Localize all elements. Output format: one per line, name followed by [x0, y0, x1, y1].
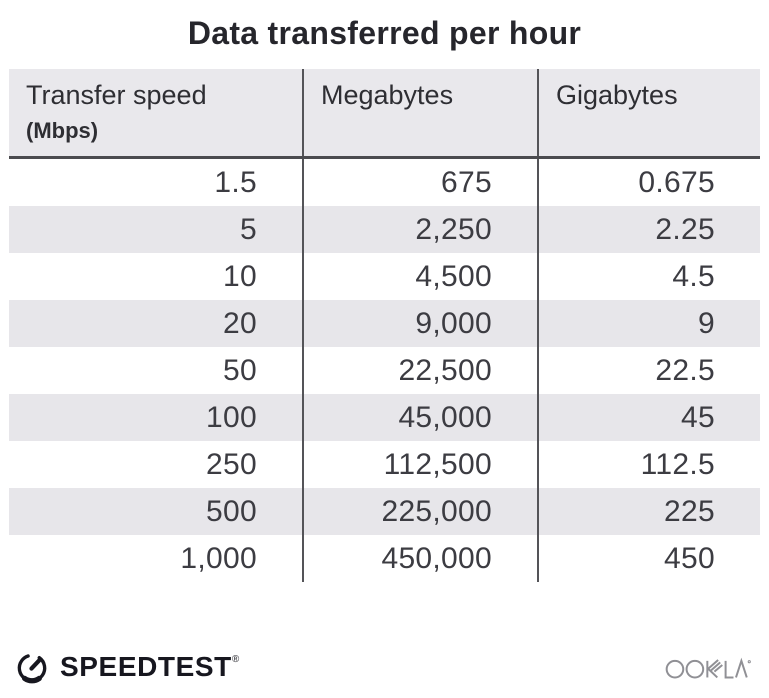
column-header-label: Transfer speed — [26, 80, 207, 110]
ookla-letter-o2 — [685, 659, 705, 678]
cell-gigabytes: 45 — [537, 394, 760, 441]
cell-gigabytes: 2.25 — [537, 206, 760, 253]
speedtest-logo: SPEEDTEST® — [13, 648, 240, 686]
cell-gigabytes: 112.5 — [537, 441, 760, 488]
cell-gigabytes: 225 — [537, 488, 760, 535]
data-table: Transfer speed (Mbps) Megabytes Gigabyte… — [9, 69, 760, 582]
cell-gigabytes: 9 — [537, 300, 760, 347]
column-header-megabytes: Megabytes — [302, 69, 537, 156]
cell-gigabytes: 450 — [537, 535, 760, 582]
cell-gigabytes: 22.5 — [537, 347, 760, 394]
column-header-transfer-speed: Transfer speed (Mbps) — [9, 69, 302, 156]
cell-gigabytes: 4.5 — [537, 253, 760, 300]
cell-transfer-speed: 5 — [240, 212, 257, 246]
registered-trademark-icon — [747, 659, 751, 663]
ookla-letter-a — [735, 657, 748, 678]
table-row: 250 112,500 112.5 — [9, 441, 760, 488]
table-row: 5 2,250 2.25 — [9, 206, 760, 253]
cell-megabytes: 450,000 — [302, 535, 537, 582]
table-row: 20 9,000 9 — [9, 300, 760, 347]
cell-megabytes: 4,500 — [302, 253, 537, 300]
cell-transfer-speed: 20 — [223, 306, 257, 340]
cell-transfer-speed: 250 — [206, 447, 257, 481]
cell-megabytes: 2,250 — [302, 206, 537, 253]
footer: SPEEDTEST® — [13, 648, 753, 686]
cell-megabytes: 112,500 — [302, 441, 537, 488]
cell-transfer-speed: 10 — [223, 259, 257, 293]
column-header-gigabytes: Gigabytes — [537, 69, 760, 156]
cell-gigabytes: 0.675 — [537, 159, 760, 206]
table-row: 100 45,000 45 — [9, 394, 760, 441]
cell-transfer-speed: 100 — [206, 400, 257, 434]
column-header-label: Megabytes — [321, 80, 454, 110]
table-row: 50 22,500 22.5 — [9, 347, 760, 394]
table-row: 1,000 450,000 450 — [9, 535, 760, 582]
cell-megabytes: 225,000 — [302, 488, 537, 535]
column-header-label: Gigabytes — [556, 80, 678, 110]
cell-transfer-speed: 1.5 — [214, 165, 257, 199]
speedtest-wordmark: SPEEDTEST® — [60, 651, 240, 682]
cell-megabytes: 9,000 — [302, 300, 537, 347]
table-row: 1.5 675 0.675 — [9, 159, 760, 206]
ookla-letter-k — [706, 658, 723, 678]
table-body: 1.5 675 0.675 5 2,250 2.25 10 4,500 4.5 … — [9, 159, 760, 582]
ookla-logo — [665, 653, 753, 682]
cell-megabytes: 22,500 — [302, 347, 537, 394]
ookla-letter-l — [724, 660, 734, 678]
table-row: 10 4,500 4.5 — [9, 253, 760, 300]
cell-megabytes: 45,000 — [302, 394, 537, 441]
table-header-row: Transfer speed (Mbps) Megabytes Gigabyte… — [9, 69, 760, 159]
cell-transfer-speed: 500 — [206, 494, 257, 528]
ookla-letter-o1 — [665, 659, 685, 678]
table-row: 500 225,000 225 — [9, 488, 760, 535]
speedtest-gauge-icon — [13, 648, 51, 686]
page-title: Data transferred per hour — [187, 15, 582, 51]
column-header-unit: (Mbps) — [26, 118, 99, 143]
cell-megabytes: 675 — [302, 159, 537, 206]
registered-trademark-icon: ® — [231, 654, 240, 665]
cell-transfer-speed: 1,000 — [180, 541, 257, 575]
cell-transfer-speed: 50 — [223, 353, 257, 387]
